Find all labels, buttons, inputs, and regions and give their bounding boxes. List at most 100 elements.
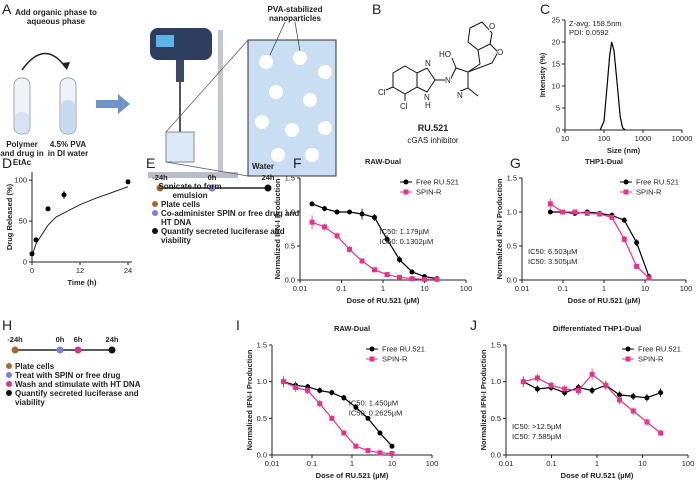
point <box>322 224 328 230</box>
y-tick-label: 0.5 <box>257 414 267 423</box>
y-tick-label: 15 <box>552 60 560 69</box>
legend-marker <box>623 179 629 185</box>
y-tick-label: 1.5 <box>285 174 295 183</box>
x-tick-label: 100 <box>598 134 611 143</box>
x-tick-label: 1 <box>595 459 599 468</box>
annotation: IC50: 0.1302µM <box>380 237 434 246</box>
x-axis-label: Dose of RU.521 (µM) <box>316 471 389 480</box>
x-tick-label: 10 <box>388 459 396 468</box>
timeline-dot <box>74 346 82 354</box>
x-tick-label: 0.01 <box>265 459 280 468</box>
point <box>365 415 371 421</box>
point <box>377 430 383 436</box>
point <box>365 448 371 454</box>
point <box>547 209 553 215</box>
x-tick-label: 10000 <box>672 134 693 143</box>
panel-label: E <box>146 155 156 171</box>
point <box>33 237 39 243</box>
point <box>634 240 640 246</box>
curve <box>283 381 393 455</box>
point <box>347 209 353 215</box>
x-tick-label: 10 <box>641 284 649 293</box>
point <box>125 179 131 185</box>
point <box>597 211 603 217</box>
y-tick-label: 0.0 <box>491 451 501 460</box>
pointer <box>294 21 301 52</box>
line <box>599 41 626 131</box>
point <box>317 387 323 393</box>
timeline-time: 0h <box>208 173 217 182</box>
point <box>377 450 383 456</box>
point <box>334 233 340 239</box>
step-text: Add organic phase to aqueous phase <box>15 8 97 26</box>
point <box>409 276 415 282</box>
timeline-time: -24h <box>7 335 23 344</box>
atom-label: O <box>489 22 496 31</box>
point <box>547 201 553 207</box>
y-tick-label: 100 <box>14 176 27 185</box>
stand-pole <box>218 30 223 174</box>
x-tick-label: 100 <box>426 459 439 468</box>
y-tick-label: 10 <box>552 82 560 91</box>
step-dot <box>152 228 158 234</box>
x-axis-label: Size (nm) <box>607 146 641 155</box>
process-arrow <box>96 94 130 114</box>
x-axis-label: Dose of RU.521 (µM) <box>561 471 634 480</box>
y-tick-label: 0.0 <box>257 451 267 460</box>
x-axis-label: Dose of RU.521 (µM) <box>347 296 420 305</box>
timeline-dot <box>208 184 216 192</box>
y-axis-label: Normalized IFN-I Production <box>479 349 488 450</box>
legend-marker <box>369 346 375 352</box>
point <box>309 219 315 225</box>
point <box>341 430 347 436</box>
point <box>359 211 365 217</box>
step-text: Treat with SPIN or free drug <box>15 371 121 380</box>
timeline-time: 6h <box>74 335 83 344</box>
y-axis-label: Normalized IFN-I Production <box>273 178 282 279</box>
point <box>572 209 578 215</box>
y-tick-label: 1.5 <box>257 341 267 350</box>
y-tick-label: 1.0 <box>257 377 267 386</box>
step-dot <box>6 363 12 369</box>
tube-2-liquid <box>61 100 75 133</box>
point <box>281 379 287 385</box>
panel-label: D <box>2 155 13 171</box>
x-tick-label: 0.01 <box>499 459 514 468</box>
x-axis-label: Time (h) <box>67 278 97 287</box>
y-tick-label: 1.0 <box>507 208 517 217</box>
beaker <box>165 131 195 163</box>
point <box>617 397 623 403</box>
tube-label: 4.5% PVA in DI water <box>47 140 89 158</box>
y-tick-label: 0.5 <box>491 414 501 423</box>
step-text: Plate cells <box>15 362 55 371</box>
point <box>372 267 378 273</box>
x-axis-label: Dose of RU.521 (µM) <box>568 296 641 305</box>
annotation: IC50: 6.503µM <box>528 247 577 256</box>
point <box>61 192 67 198</box>
y-tick-label: 1.5 <box>491 341 501 350</box>
point <box>520 379 526 385</box>
y-tick-label: 20 <box>552 38 560 47</box>
point <box>434 276 440 282</box>
y-tick-label: 1.0 <box>285 208 295 217</box>
medium-label: Water <box>252 162 274 171</box>
annotation: IC50: >12.5µM <box>512 422 562 431</box>
converter <box>176 60 184 82</box>
point <box>621 236 627 242</box>
legend-label: Free RU.521 <box>636 178 679 187</box>
x-tick-label: 1 <box>602 284 606 293</box>
annotation: IC50: 3.505µM <box>528 257 577 266</box>
x-tick-label: 0.1 <box>336 284 346 293</box>
x-tick-label: 1000 <box>635 134 652 143</box>
atom-label: N <box>445 76 451 85</box>
point <box>603 382 609 388</box>
point <box>534 375 540 381</box>
sonicate-label: Sonicate to form emulsion <box>158 182 222 200</box>
timeline-time: 0h <box>56 335 65 344</box>
timeline-dot <box>264 184 272 192</box>
y-tick-label: 0 <box>23 258 27 267</box>
legend-label: SPIN-R <box>416 188 442 197</box>
timeline-time: 24h <box>262 173 275 182</box>
point <box>584 210 590 216</box>
